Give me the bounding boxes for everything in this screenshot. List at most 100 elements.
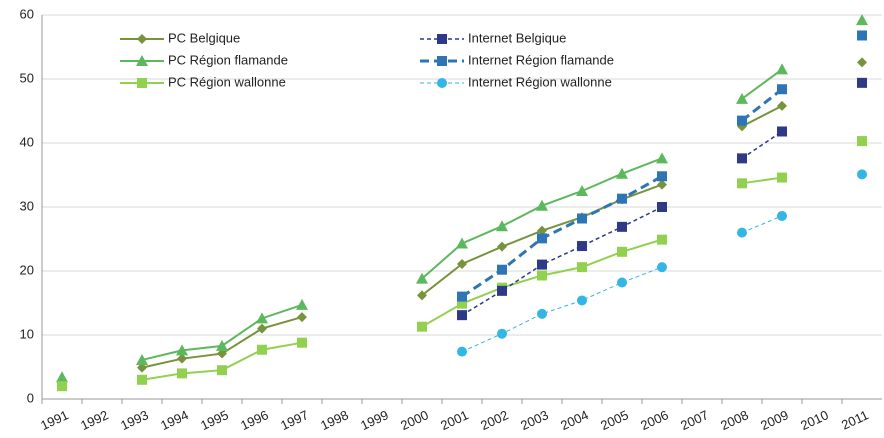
marker xyxy=(777,126,787,137)
marker xyxy=(137,374,147,385)
marker xyxy=(457,346,467,357)
marker xyxy=(737,153,747,164)
series-line xyxy=(462,83,862,315)
legend-item: PC Belgique xyxy=(120,30,240,45)
marker xyxy=(216,339,228,351)
x-tick-label: 2006 xyxy=(638,407,671,433)
series-line xyxy=(142,20,862,360)
marker xyxy=(437,78,447,88)
marker xyxy=(776,63,788,75)
marker xyxy=(257,323,267,334)
x-tick-label: 2007 xyxy=(678,407,711,433)
marker xyxy=(297,312,307,323)
marker xyxy=(657,202,667,212)
legend-label: PC Région flamande xyxy=(168,52,288,67)
marker xyxy=(857,169,867,180)
x-tick-label: 1996 xyxy=(238,407,271,433)
marker xyxy=(496,220,508,232)
marker xyxy=(456,237,468,249)
marker xyxy=(417,321,427,332)
marker xyxy=(137,362,147,373)
x-tick-label: 1995 xyxy=(198,407,231,433)
marker xyxy=(777,172,787,183)
series-line xyxy=(142,141,862,380)
marker xyxy=(656,152,668,164)
marker xyxy=(537,308,547,319)
marker xyxy=(177,368,187,379)
series-line xyxy=(142,62,862,367)
legend-label: Internet Belgique xyxy=(468,30,566,45)
x-tick-label: 2011 xyxy=(839,407,871,432)
marker xyxy=(857,57,867,68)
marker xyxy=(857,77,867,88)
marker xyxy=(737,178,747,189)
marker xyxy=(497,241,507,252)
legend-item: Internet Région wallonne xyxy=(420,74,612,89)
y-tick-label: 40 xyxy=(20,134,34,149)
x-tick-label: 1998 xyxy=(318,407,351,433)
legend-label: PC Région wallonne xyxy=(168,74,286,89)
marker xyxy=(537,225,547,236)
marker xyxy=(737,227,747,238)
marker xyxy=(217,348,227,359)
marker xyxy=(416,272,428,284)
marker xyxy=(657,262,667,273)
marker xyxy=(577,213,587,224)
marker xyxy=(417,290,427,301)
marker xyxy=(576,185,588,196)
marker xyxy=(736,92,748,104)
legend-item: Internet Région flamande xyxy=(420,52,614,67)
marker xyxy=(136,353,148,365)
x-tick-label: 2002 xyxy=(478,407,511,433)
x-tick-label: 1997 xyxy=(278,407,311,433)
y-tick-label: 30 xyxy=(20,198,34,213)
marker xyxy=(137,78,147,88)
x-tick-label: 1991 xyxy=(38,407,71,433)
marker xyxy=(297,337,307,348)
marker xyxy=(616,167,628,179)
x-tick-label: 2001 xyxy=(438,407,471,433)
marker xyxy=(497,285,507,296)
marker xyxy=(536,199,548,211)
legend-label: Internet Région wallonne xyxy=(468,74,612,89)
legend-item: PC Région wallonne xyxy=(120,74,286,89)
marker xyxy=(497,328,507,339)
y-tick-label: 10 xyxy=(20,326,34,341)
marker xyxy=(657,171,667,182)
marker xyxy=(577,262,587,273)
marker xyxy=(457,291,467,302)
marker xyxy=(296,298,308,310)
marker xyxy=(537,270,547,281)
x-tick-label: 2004 xyxy=(558,407,591,433)
marker xyxy=(657,179,667,190)
marker xyxy=(857,30,867,41)
marker xyxy=(497,264,507,275)
legend-item: PC Région flamande xyxy=(120,52,288,67)
marker xyxy=(577,241,587,252)
marker xyxy=(617,193,627,204)
x-tick-label: 2003 xyxy=(518,407,551,433)
marker xyxy=(56,371,68,383)
marker xyxy=(537,233,547,244)
x-tick-label: 2010 xyxy=(798,407,831,433)
marker xyxy=(577,295,587,306)
marker xyxy=(657,234,667,245)
marker xyxy=(437,56,447,66)
marker xyxy=(136,55,148,66)
marker xyxy=(617,221,627,232)
marker xyxy=(617,246,627,257)
marker xyxy=(737,115,747,126)
marker xyxy=(777,84,787,95)
y-tick-label: 50 xyxy=(20,70,34,85)
marker xyxy=(137,34,147,44)
marker xyxy=(176,344,188,356)
marker xyxy=(777,100,787,111)
marker xyxy=(857,136,867,147)
marker xyxy=(256,312,268,324)
marker xyxy=(57,381,67,392)
x-tick-label: 2000 xyxy=(398,407,431,433)
y-tick-label: 60 xyxy=(20,6,34,21)
marker xyxy=(257,344,267,355)
marker xyxy=(457,258,467,269)
x-tick-label: 1999 xyxy=(358,407,391,433)
